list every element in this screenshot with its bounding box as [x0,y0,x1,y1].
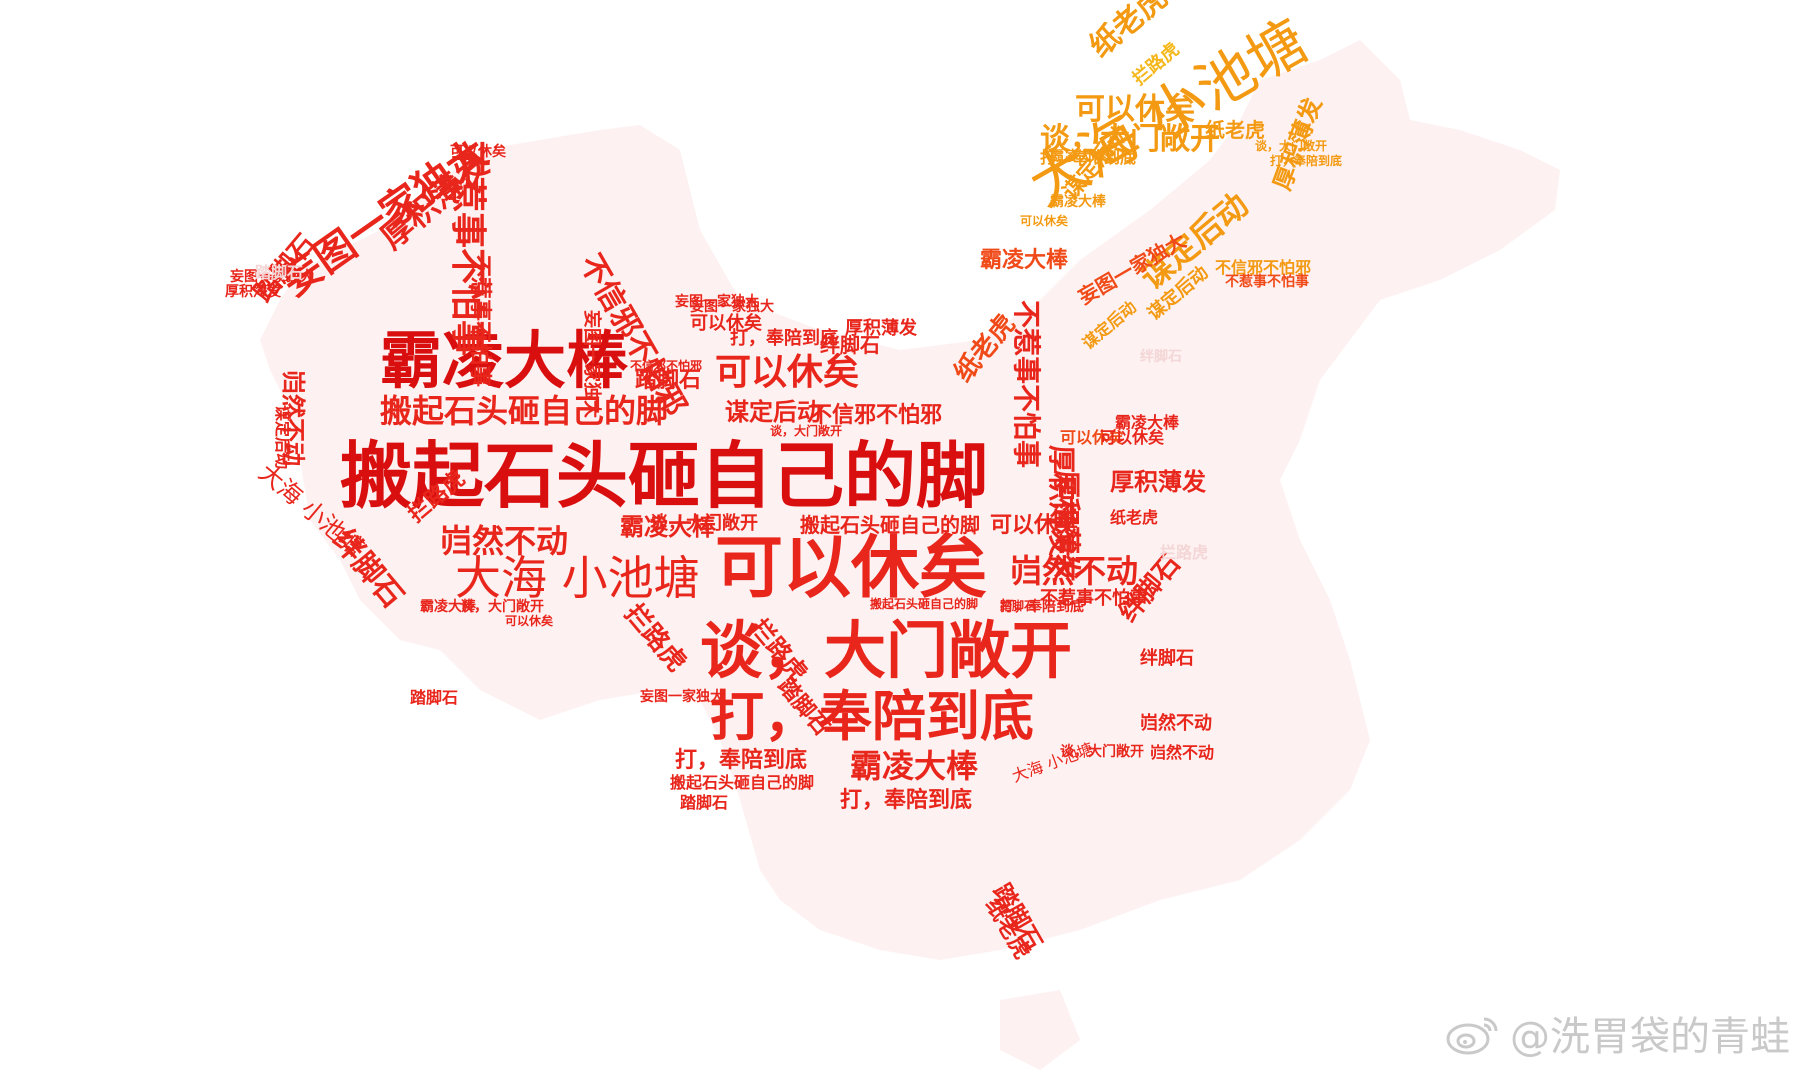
cloud-word: 岿然不动 [1150,743,1215,762]
cloud-word: 踏脚石 [255,263,304,282]
cloud-word: 踏脚石 [1000,599,1037,613]
cloud-word: 大海 小池塘 [455,551,700,605]
cloud-word: 妄图一家独大 [230,269,314,285]
cloud-word: 打，奉陪到底 [710,685,1034,748]
cloud-word: 岿然不动 [440,522,569,560]
cloud-word: 拦路虎 [1160,543,1209,562]
cloud-word: 绊脚石 [1140,349,1182,365]
cloud-word: 谈，大门敞开 [1040,122,1220,157]
cloud-word: 可以休矣 [1100,428,1165,447]
cloud-word: 厚积薄发 [1110,468,1206,496]
cloud-word: 绊脚石 [820,333,880,357]
watermark-text: @洗胃袋的青蛙 [1510,1014,1790,1060]
cloud-word: 纸老虎 [1205,118,1265,142]
cloud-word: 霸凌大棒 [380,324,629,397]
cloud-word: 打，奉陪到底 [1000,599,1084,615]
cloud-word: 霸凌大棒 [1115,413,1180,432]
cloud-word: 不惹事不怕事 [467,255,492,388]
cloud-word: 妄图一家独大 [581,310,602,418]
cloud-word: 搬起石头砸自己的脚 [870,597,979,611]
cloud-word: 可以休矣 [1075,92,1195,127]
cloud-word: 霸凌大棒 [620,513,716,541]
cloud-word: 谋定后动 [725,398,821,426]
cloud-word: 搬起石头砸自己的脚 [800,513,980,537]
cloud-word: 霸凌大棒 [420,599,476,615]
cloud-word: 可以休矣 [990,513,1079,538]
watermark: @洗胃袋的青蛙 [1444,1004,1790,1062]
cloud-word: 搬起石头砸自己的脚 [340,434,989,518]
china-map-outline [260,40,1560,1070]
cloud-word: 不惹事不怕事 [1225,274,1309,290]
cloud-word: 踏脚石 [635,368,702,393]
cloud-word: 谋定后动 [273,405,292,470]
cloud-word: 不信邪不怕邪 [810,403,943,428]
cloud-word: 岿然不动 [1010,552,1139,590]
cloud-word: 打，奉陪到底 [1040,148,1137,167]
cloud-word: 厚积薄发 [845,318,917,339]
cloud-word: 妄图一家独大 [640,689,724,705]
cloud-word: 妄图一家独大 [690,299,774,315]
cloud-word: 可以休矣 [715,352,860,393]
cloud-word: 打，奉陪到底 [1270,154,1343,168]
cloud-word: 可以休矣 [1020,214,1069,228]
cloud-word: 谈，大门敞开 [1255,139,1328,153]
cloud-word: 纸老虎 [1110,508,1159,527]
cloud-word: 搬起石头砸自己的脚 [670,773,815,792]
cloud-word: 打，奉陪到底 [840,788,973,813]
cloud-word: 妄图一家独大 [675,294,759,310]
cloud-word: 霸凌大棒 [1050,149,1106,165]
cloud-word: 厚积薄发 [1050,470,1083,583]
cloud-word: 可以休矣 [690,313,762,334]
cloud-word: 谈，大门敞开 [460,599,544,615]
cloud-word: 可以休矣 [450,144,506,160]
cloud-word: 不惹事不怕事 [1040,588,1148,609]
cloud-word: 霸凌大棒 [1050,194,1106,210]
cloud-word: 谈，大门敞开 [1060,744,1144,760]
cloud-word: 可以休矣 [715,529,988,608]
cloud-word: 霸凌大棒 [850,747,979,785]
cloud-word: 厚积薄发 [225,284,281,300]
cloud-word: 踏脚石 [680,793,729,812]
cloud-word: 绊脚石 [1140,648,1194,669]
weibo-icon [1446,1017,1498,1055]
cloud-word: 可以休矣 [1060,428,1125,447]
cloud-word: 可以休矣 [505,614,554,628]
cloud-word: 不信邪不怕邪 [630,359,703,373]
cloud-word: 谈，大门敞开 [770,424,843,438]
cloud-word: 踏脚石 [410,688,459,707]
cloud-word: 打，奉陪到底 [675,748,808,773]
cloud-word: 谈，大门敞开 [700,614,1073,687]
cloud-word: 谈，大门敞开 [650,513,758,534]
cloud-word: 不信邪不怕邪 [1215,258,1312,277]
cloud-word: 打，奉陪到底 [730,328,838,349]
cloud-word: 岿然不动 [1140,713,1212,734]
cloud-word: 搬起石头砸自己的脚 [380,392,669,430]
cloud-word: 不惹事不怕事 [1010,300,1043,469]
cloud-word: 霸凌大棒 [980,248,1069,273]
